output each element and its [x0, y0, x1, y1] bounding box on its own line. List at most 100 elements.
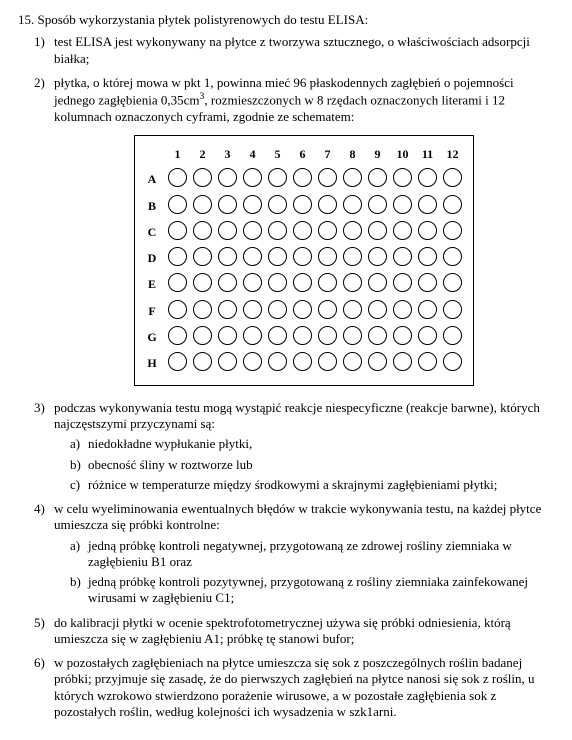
plate-well: [168, 168, 187, 187]
plate-well: [243, 300, 262, 319]
plate-well: [443, 195, 462, 214]
plate-well: [293, 247, 312, 266]
item-text: w pozostałych zagłębieniach na płytce um…: [54, 655, 535, 719]
plate-well: [418, 273, 437, 292]
plate-well: [393, 273, 412, 292]
plate-well: [293, 221, 312, 240]
plate-well: [193, 273, 212, 292]
plate-well: [343, 273, 362, 292]
item-number: 2): [34, 75, 45, 91]
plate-col-header: 5: [265, 142, 290, 167]
plate-well: [318, 326, 337, 345]
plate-col-header: 1: [165, 142, 190, 167]
plate-well: [168, 195, 187, 214]
sub-item-text: obecność śliny w roztworze lub: [88, 457, 253, 472]
plate-well: [318, 273, 337, 292]
sub-item-text: niedokładne wypłukanie płytki,: [88, 436, 252, 451]
plate-col-header: 3: [215, 142, 240, 167]
plate-well: [218, 247, 237, 266]
plate-well: [368, 195, 387, 214]
plate-col-header: 7: [315, 142, 340, 167]
plate-well: [243, 195, 262, 214]
plate-well: [443, 221, 462, 240]
plate-well: [243, 221, 262, 240]
plate-well: [193, 247, 212, 266]
sub-item-number: a): [70, 436, 80, 452]
plate-well: [368, 221, 387, 240]
plate-well: [193, 168, 212, 187]
sub-item-text: jedną próbkę kontroli negatywnej, przygo…: [88, 538, 512, 569]
plate-well: [293, 195, 312, 214]
plate-well: [168, 326, 187, 345]
plate-well: [218, 352, 237, 371]
plate-well: [218, 273, 237, 292]
plate-well: [268, 221, 287, 240]
sub-list-item: a) jedną próbkę kontroli negatywnej, prz…: [74, 538, 554, 571]
plate-well: [343, 247, 362, 266]
plate-well: [318, 195, 337, 214]
plate-well: [393, 247, 412, 266]
item-text: w celu wyeliminowania ewentualnych błędó…: [54, 501, 541, 532]
plate-well: [268, 326, 287, 345]
plate-well: [318, 352, 337, 371]
plate-well: [218, 326, 237, 345]
section-heading: 15. Sposób wykorzystania płytek polistyr…: [18, 12, 554, 28]
plate-well: [443, 168, 462, 187]
sub-item-number: b): [70, 457, 81, 473]
plate-well: [268, 352, 287, 371]
plate-well: [343, 195, 362, 214]
plate-well: [218, 300, 237, 319]
plate-well: [418, 326, 437, 345]
plate-well: [193, 221, 212, 240]
plate-well: [268, 247, 287, 266]
plate-well: [218, 195, 237, 214]
plate-well: [443, 300, 462, 319]
plate-well: [418, 352, 437, 371]
plate-well: [368, 273, 387, 292]
plate-well: [168, 221, 187, 240]
sub-list-item: c) różnice w temperaturze między środkow…: [74, 477, 554, 493]
list-item: 2) płytka, o której mowa w pkt 1, powinn…: [38, 75, 554, 386]
plate-well: [368, 168, 387, 187]
plate-well: [218, 168, 237, 187]
section-title: Sposób wykorzystania płytek polistyrenow…: [38, 12, 369, 27]
plate-well: [368, 326, 387, 345]
sub-list-item: b) jedną próbkę kontroli pozytywnej, prz…: [74, 574, 554, 607]
plate-col-header: 9: [365, 142, 390, 167]
plate-well: [243, 247, 262, 266]
plate-corner: [143, 142, 165, 167]
list-item: 6) w pozostałych zagłębieniach na płytce…: [38, 655, 554, 720]
plate-well: [393, 195, 412, 214]
plate-well: [393, 300, 412, 319]
plate-col-header: 4: [240, 142, 265, 167]
list-item: 4) w celu wyeliminowania ewentualnych bł…: [38, 501, 554, 607]
plate-well: [193, 326, 212, 345]
item-number: 5): [34, 615, 45, 631]
sub-list: a) jedną próbkę kontroli negatywnej, prz…: [54, 538, 554, 607]
plate-well: [343, 168, 362, 187]
plate-row-header: A: [143, 167, 165, 193]
plate-row-header: F: [143, 298, 165, 324]
plate-well: [243, 326, 262, 345]
plate-well: [168, 247, 187, 266]
plate-row-header: D: [143, 246, 165, 272]
plate-well: [368, 352, 387, 371]
sub-item-number: a): [70, 538, 80, 554]
plate-col-header: 2: [190, 142, 215, 167]
plate-diagram-wrap: 123456789101112ABCDEFGH: [54, 135, 554, 386]
plate-well: [243, 352, 262, 371]
plate-well: [368, 247, 387, 266]
plate-col-header: 10: [390, 142, 415, 167]
plate-well: [293, 300, 312, 319]
plate-well: [168, 273, 187, 292]
ordered-list: 1) test ELISA jest wykonywany na płytce …: [18, 34, 554, 720]
plate-well: [168, 352, 187, 371]
plate-well: [343, 352, 362, 371]
plate-well: [443, 273, 462, 292]
plate-well: [393, 221, 412, 240]
plate-well: [418, 168, 437, 187]
plate-well: [268, 168, 287, 187]
item-text: podczas wykonywania testu mogą wystąpić …: [54, 400, 540, 431]
plate-grid: 123456789101112ABCDEFGH: [143, 142, 465, 377]
list-item: 5) do kalibracji płytki w ocenie spektro…: [38, 615, 554, 648]
